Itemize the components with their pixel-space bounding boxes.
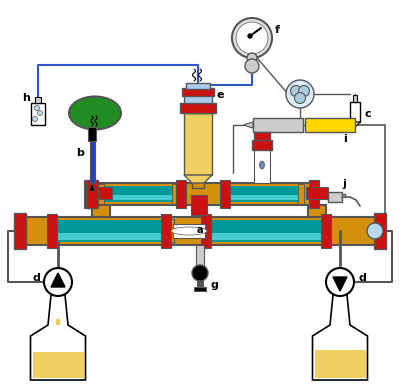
Bar <box>306 187 328 199</box>
Bar <box>197 273 203 287</box>
Circle shape <box>38 110 42 115</box>
Text: i: i <box>343 134 347 144</box>
Bar <box>88 127 96 141</box>
Bar <box>92 205 110 217</box>
Bar <box>222 184 228 204</box>
Text: a: a <box>197 225 203 235</box>
Bar <box>308 205 326 217</box>
Text: b: b <box>76 148 84 158</box>
Bar <box>90 135 95 183</box>
Circle shape <box>294 92 306 103</box>
Bar <box>305 118 355 132</box>
Bar <box>47 214 57 248</box>
Bar <box>208 220 323 242</box>
Bar <box>98 184 104 204</box>
Bar <box>208 233 323 240</box>
Bar <box>53 233 168 240</box>
Bar <box>254 132 270 140</box>
Text: d: d <box>32 273 40 283</box>
Text: f: f <box>274 25 280 35</box>
Bar <box>220 180 230 208</box>
Text: e: e <box>216 90 224 100</box>
Bar <box>350 102 360 122</box>
Bar <box>161 214 171 248</box>
Bar <box>201 214 211 248</box>
Circle shape <box>245 59 259 73</box>
Bar <box>180 103 216 113</box>
Circle shape <box>192 265 208 281</box>
Polygon shape <box>30 285 86 380</box>
Bar <box>166 219 174 243</box>
Ellipse shape <box>56 319 60 326</box>
Polygon shape <box>89 183 95 191</box>
Circle shape <box>236 22 268 54</box>
Text: j: j <box>342 179 346 189</box>
Polygon shape <box>184 113 212 175</box>
Circle shape <box>367 223 383 239</box>
Polygon shape <box>243 122 253 128</box>
Bar <box>173 224 205 238</box>
Bar <box>298 184 304 204</box>
Bar <box>184 95 212 103</box>
Bar <box>321 214 331 248</box>
Bar <box>14 213 26 249</box>
Circle shape <box>232 18 272 58</box>
Bar <box>100 195 172 200</box>
Circle shape <box>248 34 252 38</box>
Circle shape <box>247 53 257 63</box>
Bar <box>254 148 270 183</box>
Polygon shape <box>184 175 212 183</box>
Bar <box>309 180 319 208</box>
Bar <box>194 287 206 291</box>
Bar <box>100 186 172 202</box>
Bar <box>86 180 98 208</box>
Bar <box>35 97 41 103</box>
Bar <box>226 186 298 202</box>
Bar <box>253 118 303 132</box>
Text: d: d <box>358 273 366 283</box>
Text: g: g <box>210 280 218 290</box>
Bar <box>172 184 178 204</box>
Ellipse shape <box>69 96 121 129</box>
Bar <box>191 195 207 215</box>
Circle shape <box>32 117 38 122</box>
Circle shape <box>290 85 302 96</box>
Circle shape <box>298 85 310 96</box>
Bar <box>84 180 94 208</box>
Bar <box>53 220 168 242</box>
Polygon shape <box>314 350 366 378</box>
Bar <box>353 95 357 102</box>
Bar <box>252 140 272 150</box>
Text: c: c <box>365 109 371 119</box>
Polygon shape <box>350 122 360 127</box>
Bar <box>31 103 45 125</box>
Text: h: h <box>22 93 30 103</box>
Polygon shape <box>312 285 368 380</box>
Bar <box>196 245 204 267</box>
Bar <box>203 219 211 243</box>
Polygon shape <box>51 273 65 287</box>
Bar <box>176 180 186 208</box>
Bar <box>226 195 298 200</box>
Bar <box>192 170 204 188</box>
Polygon shape <box>32 352 84 378</box>
Bar <box>328 192 342 202</box>
Circle shape <box>286 80 314 108</box>
Circle shape <box>326 268 354 296</box>
Bar <box>88 183 315 205</box>
Circle shape <box>34 106 40 110</box>
Bar <box>374 213 386 249</box>
Bar <box>182 88 214 96</box>
Bar <box>18 217 382 245</box>
Ellipse shape <box>260 161 264 169</box>
Circle shape <box>44 268 72 296</box>
Bar <box>90 187 112 199</box>
Bar <box>186 83 210 89</box>
Ellipse shape <box>171 227 207 235</box>
Polygon shape <box>333 277 347 291</box>
